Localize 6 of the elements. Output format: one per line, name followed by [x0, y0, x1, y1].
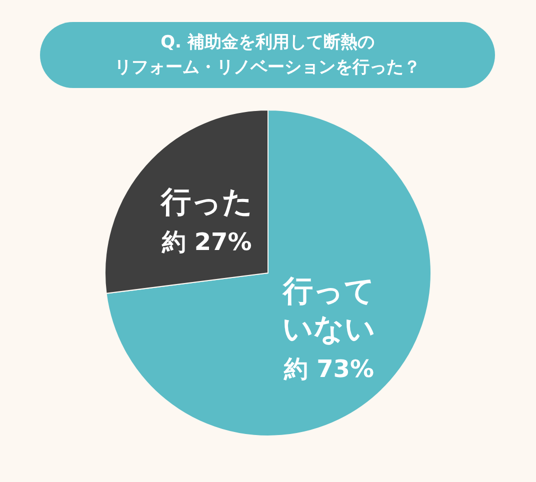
pie-slice	[106, 110, 432, 436]
slice-label: 行った	[160, 185, 253, 220]
data-label: 約 73%	[283, 354, 374, 383]
chart-title: Q. 補助金を利用して断熱のリフォーム・リノベーションを行った？	[114, 32, 420, 78]
data-label: 約 27%	[160, 228, 252, 256]
slice-label: 行っていない	[282, 274, 376, 347]
